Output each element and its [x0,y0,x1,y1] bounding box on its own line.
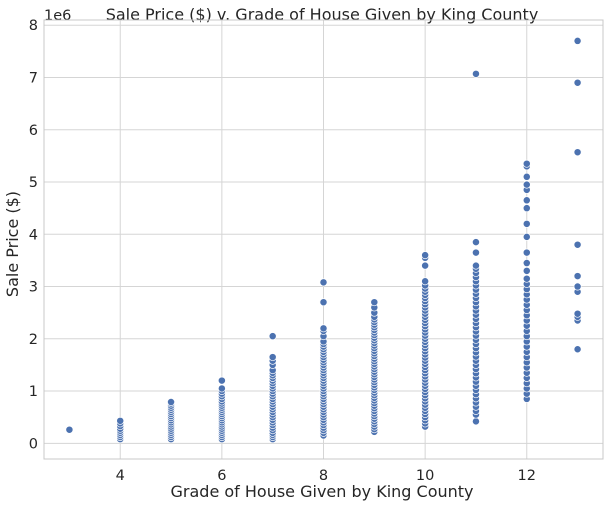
data-point [217,376,226,385]
x-tick-label: 4 [116,468,125,484]
data-point [522,259,531,267]
plot-frame [43,19,604,460]
data-point [573,309,582,318]
y-tick-label: 4 [29,227,38,243]
data-point [522,274,531,283]
data-point [573,345,582,354]
data-point [319,324,328,333]
data-point [573,36,582,45]
data-point [167,398,175,406]
x-tick-label: 10 [416,468,434,484]
data-point [319,278,328,287]
data-point [522,219,531,228]
data-point [522,248,531,257]
data-point [573,78,582,87]
y-axis-label: Sale Price ($) [3,191,22,297]
data-point [472,417,480,426]
data-point [421,261,430,270]
x-tick-label: 6 [217,468,226,484]
y-tick-label: 5 [29,175,38,191]
data-point [421,251,430,260]
y-tick-label: 3 [29,280,38,296]
y-tick-label: 8 [29,18,38,34]
y-offset-label: 1e6 [44,8,71,24]
data-point [522,180,531,189]
x-tick-label: 8 [319,468,328,484]
data-point [522,266,531,275]
x-axis-label: Grade of House Given by King County [171,482,474,501]
data-point [268,332,277,341]
data-point [472,238,480,247]
data-point [116,416,125,425]
data-point [573,240,582,249]
data-point [421,277,430,286]
y-tick-label: 0 [29,436,38,452]
chart-title: Sale Price ($) v. Grade of House Given b… [106,5,539,24]
data-point [573,272,582,281]
data-point [522,196,531,205]
x-tick-label: 12 [518,468,536,484]
y-tick-label: 6 [29,123,38,139]
data-point [370,298,379,307]
data-point [217,384,226,393]
data-point [522,204,531,213]
data-point [268,353,277,362]
y-tick-label: 7 [29,70,38,86]
y-tick-label: 2 [29,332,38,348]
data-point [522,159,531,168]
data-point [522,232,531,241]
x-ticks: 4 6 8 10 12 [116,468,536,484]
y-ticks: 0 1 2 3 4 5 6 7 8 [29,18,38,452]
data-point [319,298,328,307]
data-point [573,148,582,157]
data-point [573,282,582,291]
y-tick-label: 1 [29,384,38,400]
data-points [65,36,582,444]
data-point [472,248,480,257]
data-point [65,425,74,434]
data-point [472,69,480,78]
data-point [522,172,531,181]
data-point [472,261,480,270]
